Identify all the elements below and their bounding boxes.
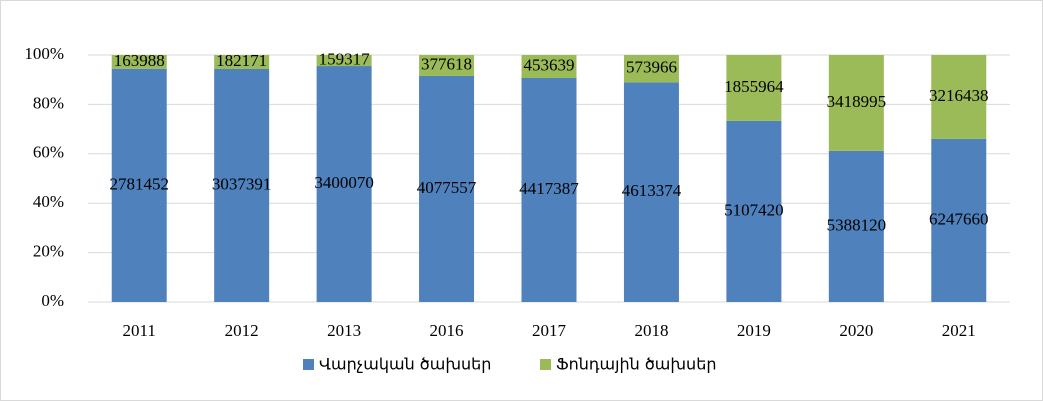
bar-segment: [623, 82, 679, 302]
x-tick-label: 2016: [430, 321, 464, 340]
x-tick-label: 2019: [737, 321, 771, 340]
bar-segment: [214, 68, 270, 302]
bar-segment: [111, 68, 167, 303]
bar-segment: [316, 66, 372, 303]
legend-swatch: [540, 359, 551, 370]
data-label: 4613374: [622, 181, 682, 200]
data-label: 3418995: [827, 92, 887, 111]
y-tick-label: 0%: [41, 291, 64, 310]
bar-segment: [214, 55, 270, 69]
y-tick-label: 20%: [33, 242, 64, 261]
data-label: 6247660: [929, 209, 989, 228]
data-label: 1855964: [724, 77, 784, 96]
data-label: 4417387: [519, 179, 579, 198]
bar-segment: [828, 55, 884, 151]
x-tick-label: 2011: [123, 321, 156, 340]
y-tick-label: 100%: [24, 44, 64, 63]
x-tick-label: 2013: [327, 321, 361, 340]
x-tick-label: 2018: [634, 321, 668, 340]
data-label: 159317: [319, 49, 371, 68]
x-tick-label: 2012: [225, 321, 259, 340]
bar-segment: [521, 55, 577, 79]
legend-label: Ֆոնդային ծախսեր: [556, 355, 716, 374]
x-tick-label: 2020: [839, 321, 873, 340]
data-label: 3400070: [314, 173, 374, 192]
data-label: 163988: [114, 51, 165, 70]
bar-segment: [316, 55, 372, 67]
bar-segment: [828, 150, 884, 302]
bar-segment: [111, 55, 167, 69]
bar-segment: [521, 78, 577, 302]
data-label: 182171: [216, 51, 267, 70]
bar-segment: [931, 138, 987, 302]
data-label: 573966: [626, 58, 677, 77]
bar-segment: [726, 120, 782, 303]
data-label: 377618: [421, 54, 472, 73]
bar-segment: [419, 75, 475, 302]
data-label: 4077557: [417, 178, 477, 197]
bar-segment: [419, 55, 475, 76]
x-tick-label: 2021: [942, 321, 976, 340]
data-label: 453639: [524, 55, 575, 74]
data-label: 3216438: [929, 86, 989, 105]
y-tick-label: 60%: [33, 143, 64, 162]
data-label: 3037391: [212, 174, 272, 193]
data-label: 2781452: [109, 174, 169, 193]
x-tick-label: 2017: [532, 321, 567, 340]
bar-segment: [623, 55, 679, 83]
data-label: 5107420: [724, 200, 784, 219]
data-label: 5388120: [827, 215, 887, 234]
y-tick-label: 40%: [33, 192, 64, 211]
bar-segment: [726, 55, 782, 121]
bar-segment: [931, 55, 987, 139]
legend-label: Վարչական ծախսեր: [319, 355, 491, 374]
legend-swatch: [303, 359, 314, 370]
y-tick-label: 80%: [33, 93, 64, 112]
